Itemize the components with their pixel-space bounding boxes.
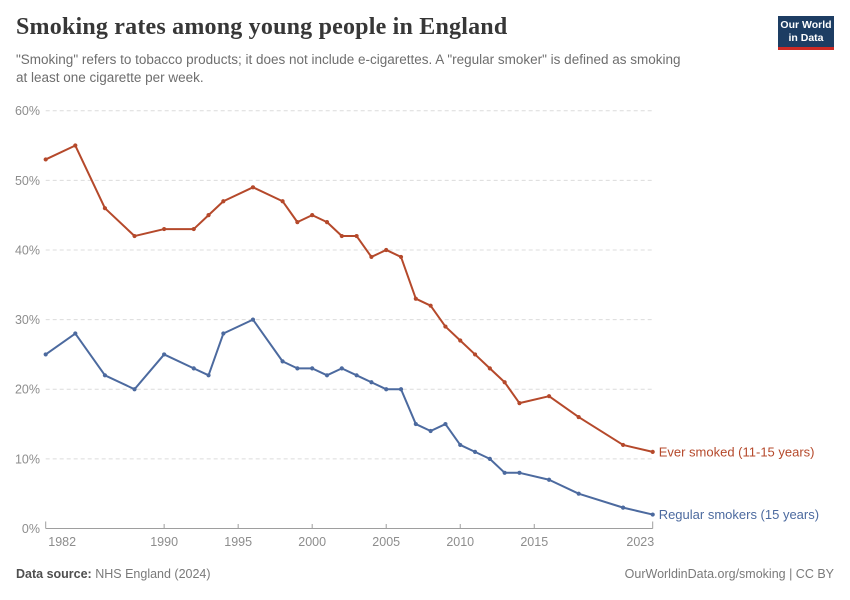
- x-tick-label: 1990: [150, 535, 178, 549]
- point-ever-smoked-11-15-years: [73, 143, 78, 148]
- line-ever-smoked-11-15-years[interactable]: [44, 144, 654, 453]
- point-ever-smoked-11-15-years: [502, 380, 507, 385]
- point-ever-smoked-11-15-years: [206, 213, 211, 218]
- point-regular-smokers-15-years: [487, 456, 492, 461]
- point-regular-smokers-15-years: [206, 373, 211, 378]
- point-ever-smoked-11-15-years: [384, 247, 389, 253]
- point-ever-smoked-11-15-years: [310, 213, 315, 218]
- point-ever-smoked-11-15-years: [102, 206, 108, 211]
- point-regular-smokers-15-years: [132, 387, 137, 392]
- point-ever-smoked-11-15-years: [191, 226, 196, 232]
- point-regular-smokers-15-years: [369, 380, 374, 385]
- attribution-link[interactable]: OurWorldinData.org/smoking | CC BY: [624, 567, 834, 581]
- y-tick-label: 20%: [15, 383, 40, 397]
- x-tick-label: 1995: [224, 535, 252, 549]
- x-tick-label: 2015: [520, 535, 548, 549]
- owid-logo[interactable]: Our World in Data: [778, 16, 834, 50]
- point-ever-smoked-11-15-years: [354, 233, 359, 239]
- point-ever-smoked-11-15-years: [339, 233, 344, 239]
- point-regular-smokers-15-years: [502, 470, 507, 475]
- x-tick-label: 1982: [48, 535, 76, 549]
- point-ever-smoked-11-15-years: [162, 226, 167, 232]
- point-ever-smoked-11-15-years: [620, 442, 626, 448]
- point-ever-smoked-11-15-years: [280, 199, 285, 204]
- point-ever-smoked-11-15-years: [324, 220, 330, 225]
- point-ever-smoked-11-15-years: [458, 338, 463, 343]
- point-regular-smokers-15-years: [191, 366, 196, 371]
- point-regular-smokers-15-years: [576, 491, 581, 496]
- point-regular-smokers-15-years: [354, 373, 359, 378]
- subtitle-line-1: "Smoking" refers to tobacco products; it…: [16, 52, 681, 67]
- point-ever-smoked-11-15-years: [517, 401, 522, 406]
- x-tick-label: 2010: [446, 535, 474, 549]
- point-ever-smoked-11-15-years: [132, 233, 137, 239]
- y-tick-label: 60%: [15, 104, 40, 118]
- point-ever-smoked-11-15-years: [250, 185, 256, 190]
- point-regular-smokers-15-years: [73, 331, 78, 336]
- point-regular-smokers-15-years: [546, 477, 552, 482]
- point-ever-smoked-11-15-years: [43, 157, 48, 162]
- label-ever-smoked-11-15-years[interactable]: Ever smoked (11-15 years): [659, 444, 815, 459]
- point-ever-smoked-11-15-years: [546, 394, 552, 399]
- point-ever-smoked-11-15-years: [295, 220, 300, 225]
- point-regular-smokers-15-years: [517, 470, 522, 475]
- point-ever-smoked-11-15-years: [576, 414, 581, 420]
- point-regular-smokers-15-years: [43, 352, 48, 357]
- point-regular-smokers-15-years: [413, 421, 418, 427]
- point-regular-smokers-15-years: [102, 373, 108, 378]
- point-ever-smoked-11-15-years: [398, 254, 404, 260]
- point-regular-smokers-15-years: [295, 366, 300, 371]
- point-regular-smokers-15-years: [250, 317, 256, 322]
- y-tick-label: 30%: [15, 313, 40, 327]
- x-tick-label: 2005: [372, 535, 400, 549]
- point-regular-smokers-15-years: [620, 505, 626, 510]
- chart-footer: Data source: NHS England (2024) OurWorld…: [16, 567, 834, 581]
- line-regular-smokers-15-years[interactable]: [44, 318, 654, 516]
- data-source-label: Data source:: [16, 567, 92, 581]
- point-regular-smokers-15-years: [428, 428, 433, 434]
- point-ever-smoked-11-15-years: [443, 324, 448, 329]
- point-regular-smokers-15-years: [398, 387, 404, 392]
- point-ever-smoked-11-15-years: [650, 449, 655, 455]
- point-regular-smokers-15-years: [221, 331, 226, 336]
- y-tick-label: 50%: [15, 174, 40, 188]
- x-tick-label: 2000: [298, 535, 326, 549]
- point-ever-smoked-11-15-years: [221, 199, 226, 204]
- point-regular-smokers-15-years: [384, 387, 389, 392]
- subtitle-line-2: at least one cigarette per week.: [16, 69, 204, 85]
- point-regular-smokers-15-years: [324, 373, 330, 378]
- point-regular-smokers-15-years: [339, 366, 344, 371]
- label-regular-smokers-15-years[interactable]: Regular smokers (15 years): [659, 507, 819, 522]
- point-regular-smokers-15-years: [650, 512, 655, 517]
- point-ever-smoked-11-15-years: [472, 352, 478, 357]
- data-source: Data source: NHS England (2024): [16, 567, 211, 581]
- y-tick-label: 10%: [15, 452, 40, 466]
- point-regular-smokers-15-years: [310, 366, 315, 371]
- y-tick-label: 0%: [22, 522, 40, 536]
- chart-subtitle: "Smoking" refers to tobacco products; it…: [16, 51, 681, 86]
- point-regular-smokers-15-years: [472, 449, 478, 455]
- data-source-value: NHS England (2024): [91, 567, 211, 581]
- owid-logo-line2: in Data: [788, 31, 824, 44]
- point-regular-smokers-15-years: [443, 421, 448, 427]
- point-ever-smoked-11-15-years: [369, 254, 374, 260]
- point-regular-smokers-15-years: [280, 359, 285, 364]
- x-tick-label: 2023: [626, 535, 654, 549]
- page-title: Smoking rates among young people in Engl…: [16, 14, 508, 40]
- point-ever-smoked-11-15-years: [413, 296, 418, 301]
- y-tick-label: 40%: [15, 243, 40, 257]
- owid-logo-line1: Our World: [780, 19, 832, 31]
- point-regular-smokers-15-years: [458, 442, 463, 448]
- point-ever-smoked-11-15-years: [428, 303, 433, 308]
- point-ever-smoked-11-15-years: [487, 366, 492, 371]
- point-regular-smokers-15-years: [162, 352, 167, 357]
